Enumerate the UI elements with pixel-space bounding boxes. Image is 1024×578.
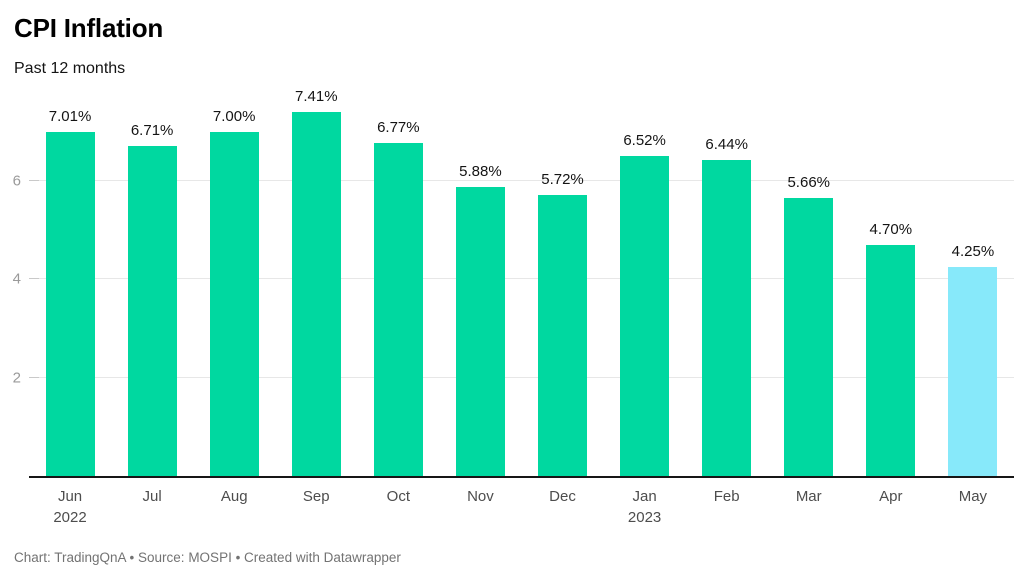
bar-value-label: 5.72% — [541, 171, 584, 189]
gridline — [29, 180, 1014, 181]
bar-column: 6.77% — [357, 85, 439, 476]
x-tick-label: Sep — [302, 488, 330, 505]
x-axis-category: Aug — [193, 486, 275, 528]
y-tick-mark — [29, 278, 39, 279]
x-tick-label: Aug — [220, 488, 248, 505]
bar — [784, 197, 834, 476]
y-tick-label: 6 — [12, 172, 21, 190]
bar — [373, 143, 423, 476]
bar-value-label: 4.70% — [869, 221, 913, 239]
bar-column: 5.72% — [521, 85, 603, 476]
x-axis-category: Jul — [111, 486, 193, 528]
bar-value-label: 6.44% — [705, 135, 748, 153]
x-tick-label: Dec — [549, 488, 576, 505]
bar-value-label: 6.52% — [623, 131, 666, 149]
bar — [127, 146, 177, 476]
gridline — [29, 377, 1014, 378]
x-axis-category: Jan 2023 — [604, 486, 686, 528]
bar — [45, 131, 95, 476]
bar-value-label: 7.41% — [295, 87, 338, 105]
x-tick-label: Apr — [879, 488, 903, 505]
x-tick-label: Jun — [57, 488, 83, 505]
bars: 7.01% 6.71% 7.00% 7.41% 6.77% 5.88% 5.72% 6.52%… — [29, 85, 1014, 476]
bar-column: 6.44% — [686, 85, 768, 476]
bar-value-label: 4.25% — [951, 243, 995, 261]
bar — [455, 187, 505, 476]
bar-value-label: 7.01% — [48, 107, 92, 125]
bar — [702, 159, 752, 476]
x-axis-category: Jun 2022 — [29, 486, 111, 528]
x-axis-category: Apr — [850, 486, 932, 528]
y-tick-label: 4 — [12, 270, 21, 288]
page-title: CPI Inflation — [14, 13, 164, 43]
y-tick-mark — [29, 377, 39, 378]
bar-column: 5.88% — [439, 85, 521, 476]
x-axis-category: Feb — [686, 486, 768, 528]
bar-column: 7.41% — [275, 85, 357, 476]
x-tick-label: May — [958, 488, 988, 505]
x-axis-category: Dec — [521, 486, 603, 528]
y-tick-mark — [29, 180, 39, 181]
bar-column: 6.52% — [604, 85, 686, 476]
x-tick-year-label: 2023 — [627, 509, 662, 526]
x-tick-label: Jan — [632, 488, 657, 505]
bar — [866, 245, 916, 476]
x-tick-label: Mar — [795, 488, 822, 505]
bar-value-label: 5.88% — [459, 163, 502, 181]
bar-value-label: 7.00% — [212, 108, 256, 126]
x-tick-label: Nov — [467, 488, 494, 505]
bar — [620, 155, 670, 476]
x-tick-year-label: 2022 — [53, 509, 87, 526]
bar — [209, 132, 259, 476]
x-tick-label: Feb — [713, 488, 740, 505]
x-axis-labels: Jun 2022 Jul Aug Sep Oct Nov Dec Jan 2023 Feb Mar Ap… — [29, 486, 1014, 528]
bar-value-label: 6.71% — [130, 122, 174, 140]
bar-value-label: 5.66% — [787, 173, 831, 191]
x-axis-category: Nov — [439, 486, 521, 528]
x-axis-category: May — [932, 486, 1014, 528]
bar-column: 4.25% — [932, 85, 1014, 476]
bar-value-label: 6.77% — [377, 119, 420, 137]
x-axis-category: Sep — [275, 486, 357, 528]
bar-column: 7.01% — [29, 85, 111, 476]
x-tick-label: Oct — [386, 488, 411, 505]
bar-column: 5.66% — [768, 85, 850, 476]
y-tick-label: 2 — [12, 369, 21, 387]
x-axis-category: Oct — [357, 486, 439, 528]
bar — [538, 195, 587, 476]
bar — [291, 111, 341, 476]
bar-column: 6.71% — [111, 85, 193, 476]
chart-subtitle: Past 12 months — [14, 60, 126, 77]
plot-area: 7.01% 6.71% 7.00% 7.41% 6.77% 5.88% 5.72% 6.52%… — [13, 85, 1014, 478]
bar-column: 4.70% — [850, 85, 932, 476]
x-tick-label: Jul — [142, 488, 162, 505]
bar — [948, 267, 998, 476]
x-axis-category: Mar — [768, 486, 850, 528]
bar-column: 7.00% — [193, 85, 275, 476]
gridline — [29, 278, 1014, 279]
chart-footer: Chart: TradingQnA • Source: MOSPI • Crea… — [14, 550, 401, 565]
